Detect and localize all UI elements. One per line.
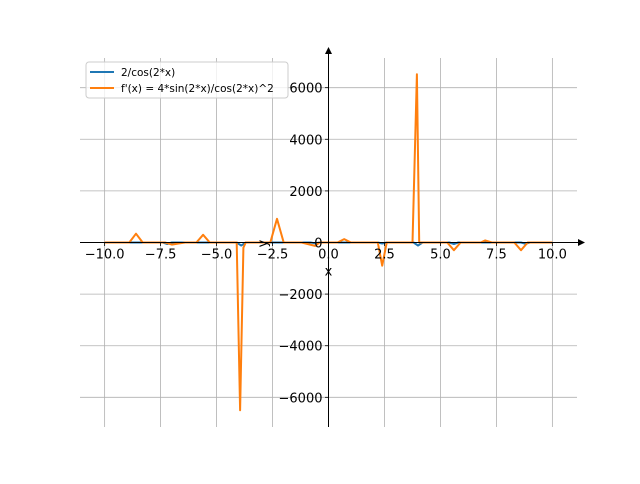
x-tick-label: −7.5: [145, 248, 177, 263]
y-tick-label: 2000: [289, 185, 322, 200]
x-tick-label: −5.0: [201, 248, 233, 263]
y-axis-arrow-icon: [325, 47, 332, 54]
legend: 2/cos(2*x) f'(x) = 4*sin(2*x)/cos(2*x)^2: [85, 61, 289, 99]
legend-label-0: 2/cos(2*x): [121, 67, 175, 79]
axes: [80, 47, 585, 427]
y-tick-label: 4000: [289, 133, 322, 148]
y-tick-label: 6000: [289, 82, 322, 97]
x-tick-label: 10.0: [538, 248, 567, 263]
x-tick-label: −2.5: [257, 248, 289, 263]
y-tick-label: 0: [314, 237, 322, 252]
x-tick-label: 7.5: [486, 248, 507, 263]
x-axis-arrow-icon: [578, 239, 585, 246]
x-tick-label: 0.0: [318, 248, 339, 263]
y-tick-label: −6000: [279, 391, 323, 406]
x-tick-label: −10.0: [85, 248, 125, 263]
y-axis-label: y: [256, 239, 271, 247]
legend-frame: [85, 61, 289, 99]
x-axis-label: x: [325, 265, 333, 280]
y-tick-label: −4000: [279, 340, 323, 355]
legend-label-1: f'(x) = 4*sin(2*x)/cos(2*x)^2: [121, 83, 274, 95]
x-tick-label: 2.5: [374, 248, 395, 263]
y-tick-label: −2000: [279, 288, 323, 303]
x-tick-label: 5.0: [430, 248, 451, 263]
tick-labels: −10.0 −7.5 −5.0 −2.5 0.0 2.5 5.0 7.5 10.0 −6000 −4…: [85, 82, 567, 407]
